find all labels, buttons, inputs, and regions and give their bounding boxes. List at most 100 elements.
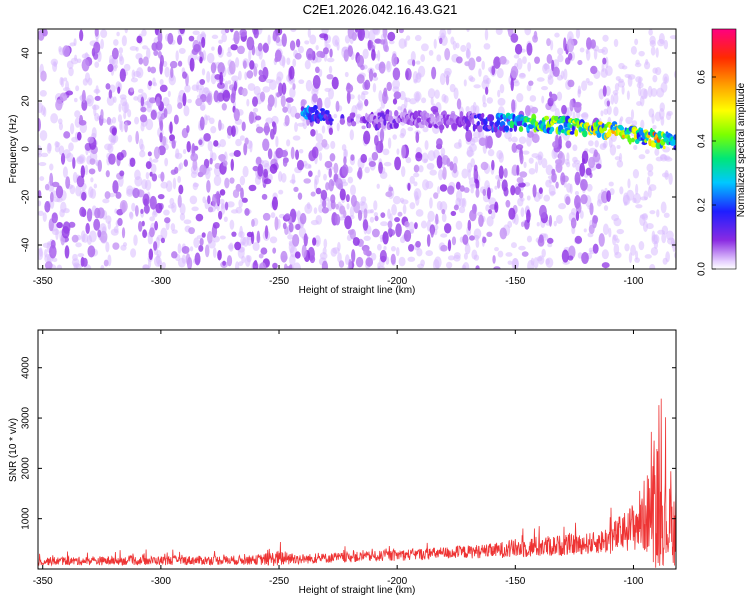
spectrogram-noise-cell [205, 96, 210, 103]
spectrogram-noise-cell [531, 153, 540, 159]
spectrogram-noise-cell [653, 240, 659, 249]
spectrogram-noise-cell [546, 38, 551, 47]
spectrogram-noise-cell [392, 67, 401, 81]
spectrogram-noise-cell [440, 244, 448, 252]
spectrogram-signal-cell [493, 126, 498, 133]
spectrogram-noise-cell [262, 138, 270, 152]
colorbar-gradient [711, 28, 737, 270]
spectrogram-noise-cell [439, 37, 443, 45]
spectrogram-noise-cell [526, 195, 531, 201]
spectrogram-noise-cell [77, 253, 85, 258]
spectrogram-noise-cell [660, 82, 668, 93]
spectrogram-noise-cell [53, 62, 57, 68]
spectrogram-noise-cell [252, 96, 258, 107]
spectrogram-noise-cell [220, 203, 226, 215]
spectrogram-noise-cell [328, 87, 334, 100]
spectrogram-noise-cell [226, 255, 233, 267]
spectrogram-noise-cell [552, 66, 560, 77]
spectrogram-noise-cell [105, 241, 110, 253]
spectrogram-noise-cell [113, 96, 117, 103]
spectrogram-noise-cell [191, 84, 199, 92]
spectrogram-noise-cell [210, 126, 217, 134]
spectrogram-noise-cell [453, 252, 461, 260]
spectrogram-noise-cell [364, 79, 371, 91]
spectrogram-noise-cell [175, 50, 179, 62]
spectrogram-noise-cell [567, 52, 573, 61]
spectrogram-noise-cell [434, 256, 442, 269]
spectrogram-noise-cell [134, 116, 140, 125]
spectrogram-noise-cell [661, 232, 667, 244]
spectrogram-noise-cell [311, 146, 319, 159]
spectrogram-noise-cell [416, 248, 423, 257]
spectrogram-noise-cell [116, 31, 120, 37]
spectrogram-noise-cell [160, 171, 165, 182]
spectrogram-noise-cell [121, 201, 126, 214]
spectrogram-noise-cell [260, 247, 268, 255]
spectrogram-noise-cell [97, 229, 102, 238]
spectrogram-noise-cell [618, 62, 625, 70]
spectrogram-noise-cell [473, 84, 481, 89]
spectrogram-noise-cell [484, 29, 489, 41]
spectrogram-noise-cell [654, 148, 660, 156]
spectrogram-y-tick-label: 0 [21, 146, 32, 152]
spectrogram-noise-cell [141, 220, 145, 227]
spectrogram-noise-cell [577, 60, 583, 66]
spectrogram-noise-cell [294, 121, 298, 133]
spectrogram-noise-cell [280, 95, 286, 108]
spectrogram-noise-cell [609, 144, 617, 156]
spectrogram-noise-cell [221, 33, 228, 43]
spectrogram-noise-cell [483, 43, 491, 50]
spectrogram-noise-cell [282, 158, 288, 167]
spectrogram-noise-cell [130, 77, 138, 83]
spectrogram-noise-cell [38, 190, 42, 199]
spectrogram-noise-cell [174, 166, 179, 174]
spectrogram-noise-cell [669, 35, 676, 40]
spectrogram-noise-cell [173, 114, 179, 125]
spectrogram-noise-cell [546, 54, 553, 64]
spectrogram-noise-cell [137, 88, 144, 94]
spectrogram-noise-cell [455, 181, 461, 190]
spectrogram-noise-cell [516, 57, 523, 70]
spectrogram-noise-cell [94, 29, 99, 37]
snr-x-tick-label: -300 [151, 576, 171, 587]
spectrogram-noise-cell [574, 102, 582, 114]
spectrogram-noise-cell [372, 83, 377, 93]
spectrogram-noise-cell [241, 197, 248, 203]
spectrogram-noise-cell [567, 255, 574, 261]
spectrogram-noise-cell [447, 255, 455, 261]
spectrogram-noise-cell [510, 185, 516, 196]
spectrogram-noise-cell [108, 153, 116, 165]
spectrogram-noise-cell [526, 42, 533, 56]
spectrogram-noise-cell [371, 151, 379, 161]
spectrogram-noise-cell [392, 195, 401, 205]
spectrogram-noise-cell [309, 255, 316, 264]
spectrogram-noise-cell [598, 233, 605, 247]
spectrogram-noise-cell [181, 254, 187, 264]
spectrogram-noise-cell [469, 143, 477, 152]
spectrogram-noise-cell [404, 221, 410, 228]
spectrogram-noise-cell [211, 46, 215, 51]
spectrogram-noise-cell [497, 250, 504, 258]
spectrogram-noise-cell [80, 165, 86, 178]
spectrogram-noise-cell [343, 209, 347, 219]
spectrogram-noise-cell [186, 257, 193, 269]
spectrogram-noise-cell [392, 98, 398, 105]
spectrogram-noise-cell [455, 220, 463, 230]
spectrogram-noise-cell [129, 157, 136, 168]
spectrogram-noise-cell [321, 29, 329, 35]
spectrogram-noise-cell [362, 219, 369, 231]
spectrogram-noise-cell [329, 153, 336, 162]
spectrogram-noise-cell [259, 262, 267, 269]
spectrogram-noise-cell [281, 82, 287, 95]
spectrogram-signal-cell [488, 114, 495, 122]
spectrogram-noise-cell [322, 247, 327, 255]
spectrogram-signal-cell [393, 121, 399, 129]
spectrogram-noise-cell [373, 212, 379, 217]
spectrogram-noise-cell [388, 40, 395, 45]
spectrogram-noise-cell [112, 242, 120, 250]
spectrogram-noise-cell [221, 102, 227, 111]
spectrogram-noise-cell [541, 85, 549, 91]
spectrogram-signal-cell [451, 123, 458, 130]
spectrogram-noise-cell [651, 230, 656, 242]
spectrogram-noise-cell [426, 234, 431, 247]
